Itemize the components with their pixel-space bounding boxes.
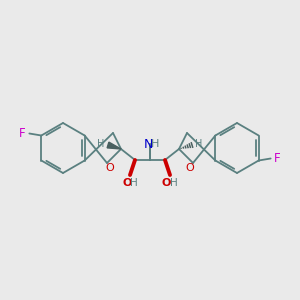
Text: F: F <box>19 127 26 140</box>
Text: H: H <box>170 178 178 188</box>
Text: O: O <box>161 178 171 188</box>
Text: H: H <box>130 178 138 188</box>
Text: H: H <box>97 139 105 149</box>
Text: O: O <box>106 163 114 173</box>
Text: F: F <box>274 152 281 165</box>
Text: H: H <box>195 139 203 149</box>
Text: H: H <box>151 139 159 149</box>
Text: O: O <box>186 163 194 173</box>
Text: N: N <box>143 137 153 151</box>
Polygon shape <box>107 142 121 149</box>
Text: O: O <box>122 178 132 188</box>
